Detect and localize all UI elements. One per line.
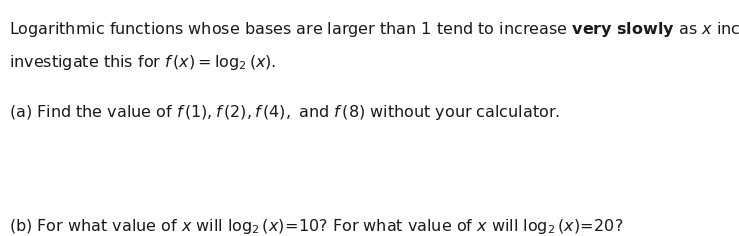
Text: investigate this for $f\/(x)=\log_{2}(x)$.: investigate this for $f\/(x)=\log_{2}(x)… bbox=[9, 53, 276, 72]
Text: (a) Find the value of $f\/(1), f\/(2), f\/(4),$ and $f\/(8)$ without your calcul: (a) Find the value of $f\/(1), f\/(2), f… bbox=[9, 103, 560, 122]
Text: (b) For what value of $x$ will $\log_{2}(x)\!=\!10$? For what value of $x$ will : (b) For what value of $x$ will $\log_{2}… bbox=[9, 217, 623, 236]
Text: Logarithmic functions whose bases are larger than 1 tend to increase $\mathbf{ve: Logarithmic functions whose bases are la… bbox=[9, 20, 739, 39]
